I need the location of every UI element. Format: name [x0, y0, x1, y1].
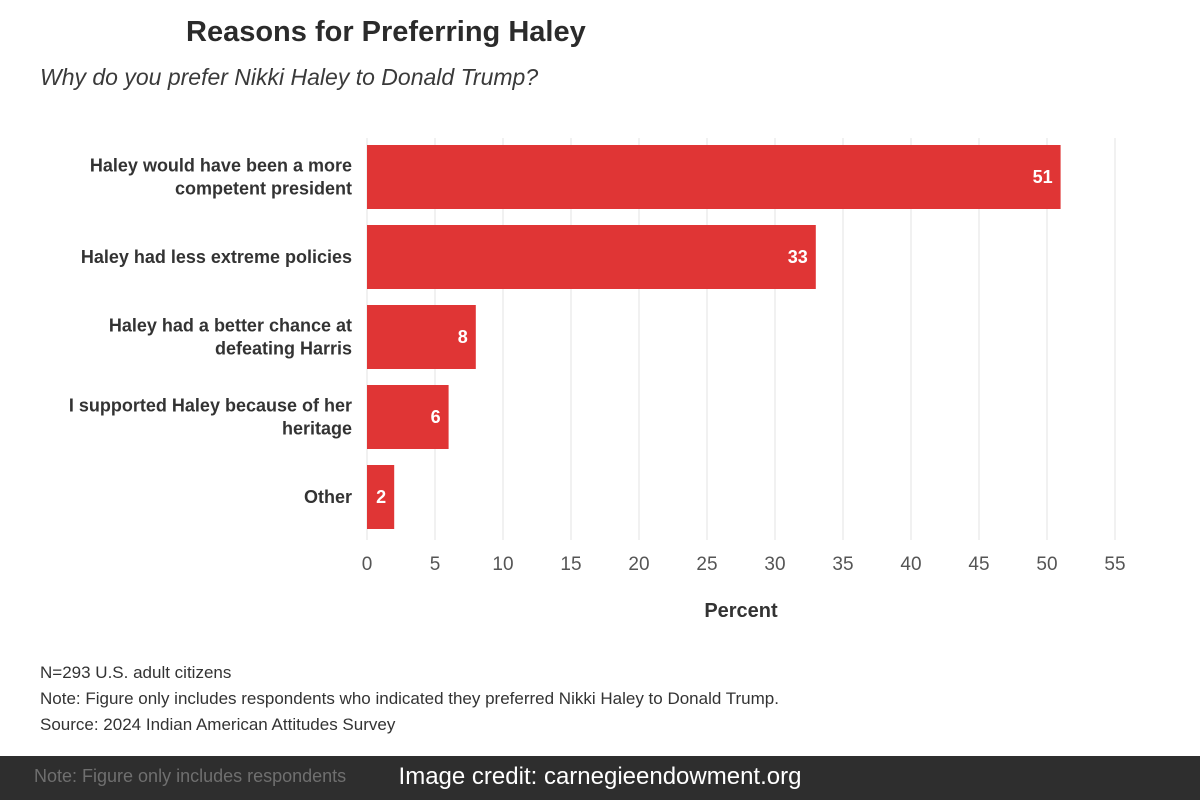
category-label-line: Haley had less extreme policies — [81, 247, 352, 267]
x-tick-label-1: 5 — [430, 554, 441, 575]
category-label-0: Haley would have been a more competent pr… — [90, 156, 352, 199]
bar-1 — [367, 225, 816, 289]
x-tick-label-0: 0 — [362, 554, 373, 575]
category-label-4: Other — [304, 487, 352, 507]
bar-value-label-2: 8 — [458, 327, 468, 347]
category-label-line: defeating Harris — [215, 339, 352, 359]
footnotes: N=293 U.S. adult citizens Note: Figure o… — [40, 660, 779, 738]
x-tick-label-11: 55 — [1104, 554, 1125, 575]
category-label-line: I supported Haley because of her — [69, 396, 352, 416]
bar-0 — [367, 145, 1061, 209]
x-tick-label-4: 20 — [628, 554, 649, 575]
category-label-line: Haley had a better chance at — [109, 316, 352, 336]
respondents-note: Note: Figure only includes respondents w… — [40, 689, 779, 708]
x-tick-label-5: 25 — [696, 554, 717, 575]
category-label-1: Haley had less extreme policies — [81, 247, 352, 267]
category-label-line: Other — [304, 487, 352, 507]
chart-title: Reasons for Preferring Haley — [186, 16, 586, 48]
x-tick-label-8: 40 — [900, 554, 921, 575]
x-tick-label-2: 10 — [492, 554, 513, 575]
bar-4 — [367, 465, 395, 529]
x-tick-label-10: 50 — [1036, 554, 1057, 575]
bar-3 — [367, 385, 449, 449]
bar-value-label-3: 6 — [431, 407, 441, 427]
x-tick-label-7: 35 — [832, 554, 853, 575]
x-tick-label-9: 45 — [968, 554, 989, 575]
bar-value-label-1: 33 — [788, 247, 808, 267]
image-credit: Image credit: carnegieendowment.org — [398, 763, 802, 790]
x-tick-label-3: 15 — [560, 554, 581, 575]
category-label-3: I supported Haley because of her heritage — [69, 396, 352, 439]
category-label-line: Haley would have been a more — [90, 156, 352, 176]
x-axis-title: Percent — [704, 600, 778, 622]
x-tick-label-6: 30 — [764, 554, 785, 575]
bar-value-label-4: 2 — [376, 487, 386, 507]
source-note: Source: 2024 Indian American Attitudes S… — [40, 715, 396, 734]
chart-subtitle: Why do you prefer Nikki Haley to Donald … — [40, 64, 539, 90]
category-label-line: heritage — [282, 419, 352, 439]
faded-note-text: Note: Figure only includes respondents — [34, 766, 347, 786]
bar-value-label-0: 51 — [1033, 167, 1053, 187]
sample-size-note: N=293 U.S. adult citizens — [40, 663, 232, 682]
image-credit-bar: Note: Figure only includes respondents I… — [0, 756, 1200, 800]
bar-chart: 0 5 10 15 20 25 30 35 40 45 50 55 51 Haley would have… — [69, 138, 1126, 622]
bar-2 — [367, 305, 476, 369]
category-label-line: competent president — [175, 179, 352, 199]
category-label-2: Haley had a better chance at defeating Ha… — [109, 316, 352, 359]
